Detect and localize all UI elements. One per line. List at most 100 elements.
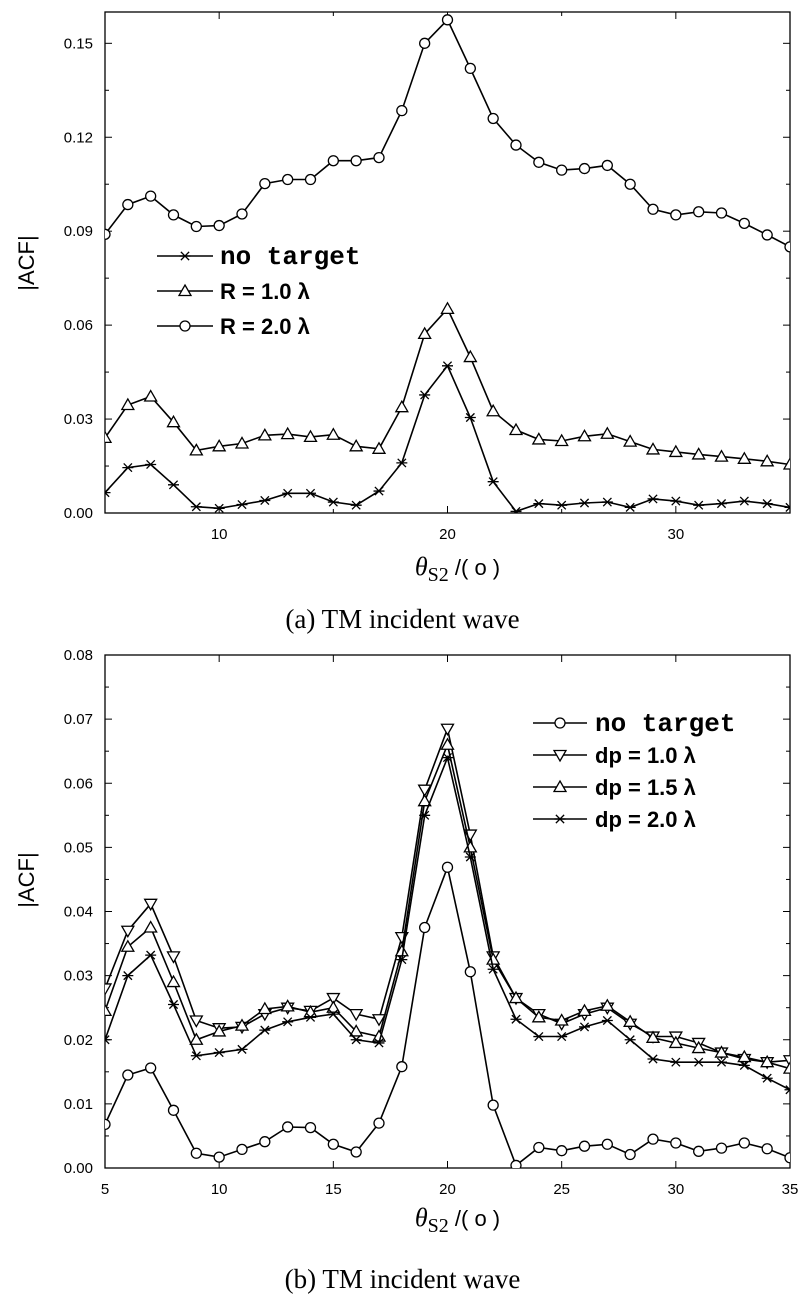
legend-item: dp = 1.0 λ [533, 743, 696, 768]
legend-label: no target [220, 242, 360, 272]
data-point [533, 499, 545, 509]
data-point [282, 1121, 294, 1133]
data-point [417, 793, 432, 807]
data-point [350, 155, 362, 167]
data-point [326, 1000, 341, 1013]
data-point [236, 499, 248, 510]
series-no-target [105, 861, 790, 1168]
data-point [554, 433, 569, 447]
data-point [670, 1057, 682, 1067]
data-point [145, 1062, 157, 1074]
legend-marker [177, 283, 193, 297]
data-point [784, 1152, 790, 1164]
data-point [189, 443, 204, 456]
data-point [350, 1146, 362, 1158]
data-point [190, 502, 202, 512]
data-point [693, 500, 705, 510]
data-point [782, 457, 790, 470]
data-point [105, 228, 111, 240]
legend-item: dp = 1.5 λ [533, 775, 696, 800]
legend-label: dp = 1.5 λ [595, 775, 696, 800]
series-line [105, 307, 790, 466]
data-point [508, 990, 524, 1004]
data-point [716, 1057, 727, 1067]
data-point [236, 1143, 248, 1156]
x-axis-label: θS2 /( o ) [415, 552, 500, 586]
data-point [782, 1055, 790, 1068]
data-point [166, 951, 181, 964]
series-line [105, 864, 790, 1167]
data-point [579, 498, 590, 508]
data-point [533, 156, 545, 168]
data-point [396, 104, 408, 117]
data-point [189, 1032, 204, 1045]
data-point [167, 209, 180, 221]
legend-marker [179, 251, 191, 261]
data-point [601, 497, 613, 507]
data-point [105, 983, 113, 996]
data-point [556, 164, 568, 176]
data-point [143, 898, 158, 912]
data-point [122, 971, 134, 981]
data-point [373, 151, 385, 164]
data-point [760, 1054, 775, 1068]
data-point [533, 1031, 545, 1042]
data-point [531, 1009, 546, 1023]
data-point [234, 1018, 250, 1031]
data-point [487, 477, 499, 487]
data-point [486, 952, 501, 965]
data-point [533, 1141, 545, 1154]
x-tick-label: 10 [211, 1181, 228, 1198]
data-point [715, 1142, 728, 1154]
data-point [280, 426, 295, 440]
data-point [327, 155, 339, 167]
data-point [761, 1073, 773, 1083]
legend: no target dp = 1.0 λ dp = 1.5 λ dp = 2.0 λ [533, 709, 735, 832]
data-point [213, 1047, 225, 1058]
legend-marker [554, 814, 566, 824]
data-point [554, 1013, 569, 1026]
data-point [257, 1001, 272, 1015]
data-point [417, 326, 432, 340]
data-point [556, 500, 568, 510]
data-point [396, 458, 408, 468]
x-tick-label: 25 [553, 1181, 570, 1198]
series-r-2-0 [105, 14, 790, 253]
data-point [419, 810, 431, 820]
data-point [510, 506, 522, 513]
data-point [761, 1143, 773, 1155]
legend: no target R = 1.0 λ R = 2.0 λ [157, 242, 360, 339]
legend-marker [554, 717, 566, 729]
data-point [464, 412, 476, 423]
data-point [577, 428, 592, 442]
data-point [234, 436, 250, 449]
data-point [693, 1057, 705, 1067]
legend-marker [179, 320, 191, 332]
data-point [122, 1069, 134, 1081]
data-point [371, 1014, 387, 1027]
data-point [371, 441, 387, 454]
data-point [487, 1099, 499, 1111]
data-point [784, 502, 790, 512]
data-point [782, 1061, 790, 1074]
data-point [738, 217, 750, 230]
data-point [305, 1012, 316, 1022]
data-point [373, 1117, 385, 1129]
data-point [440, 737, 455, 750]
series-line [105, 364, 790, 513]
data-point [464, 966, 476, 978]
data-point [305, 488, 316, 498]
data-point [579, 1022, 590, 1032]
data-point [259, 177, 271, 190]
y-axis-label: |ACF| [14, 235, 39, 290]
data-point [236, 1044, 248, 1054]
data-point [578, 1140, 591, 1152]
data-point [556, 1031, 568, 1042]
data-point [691, 1040, 706, 1054]
data-point [190, 1147, 202, 1159]
y-tick-label: 0.08 [64, 647, 93, 664]
y-tick-label: 0.07 [64, 711, 93, 728]
series-no-target [105, 361, 790, 513]
data-point [304, 1121, 317, 1134]
data-point [510, 1159, 522, 1168]
